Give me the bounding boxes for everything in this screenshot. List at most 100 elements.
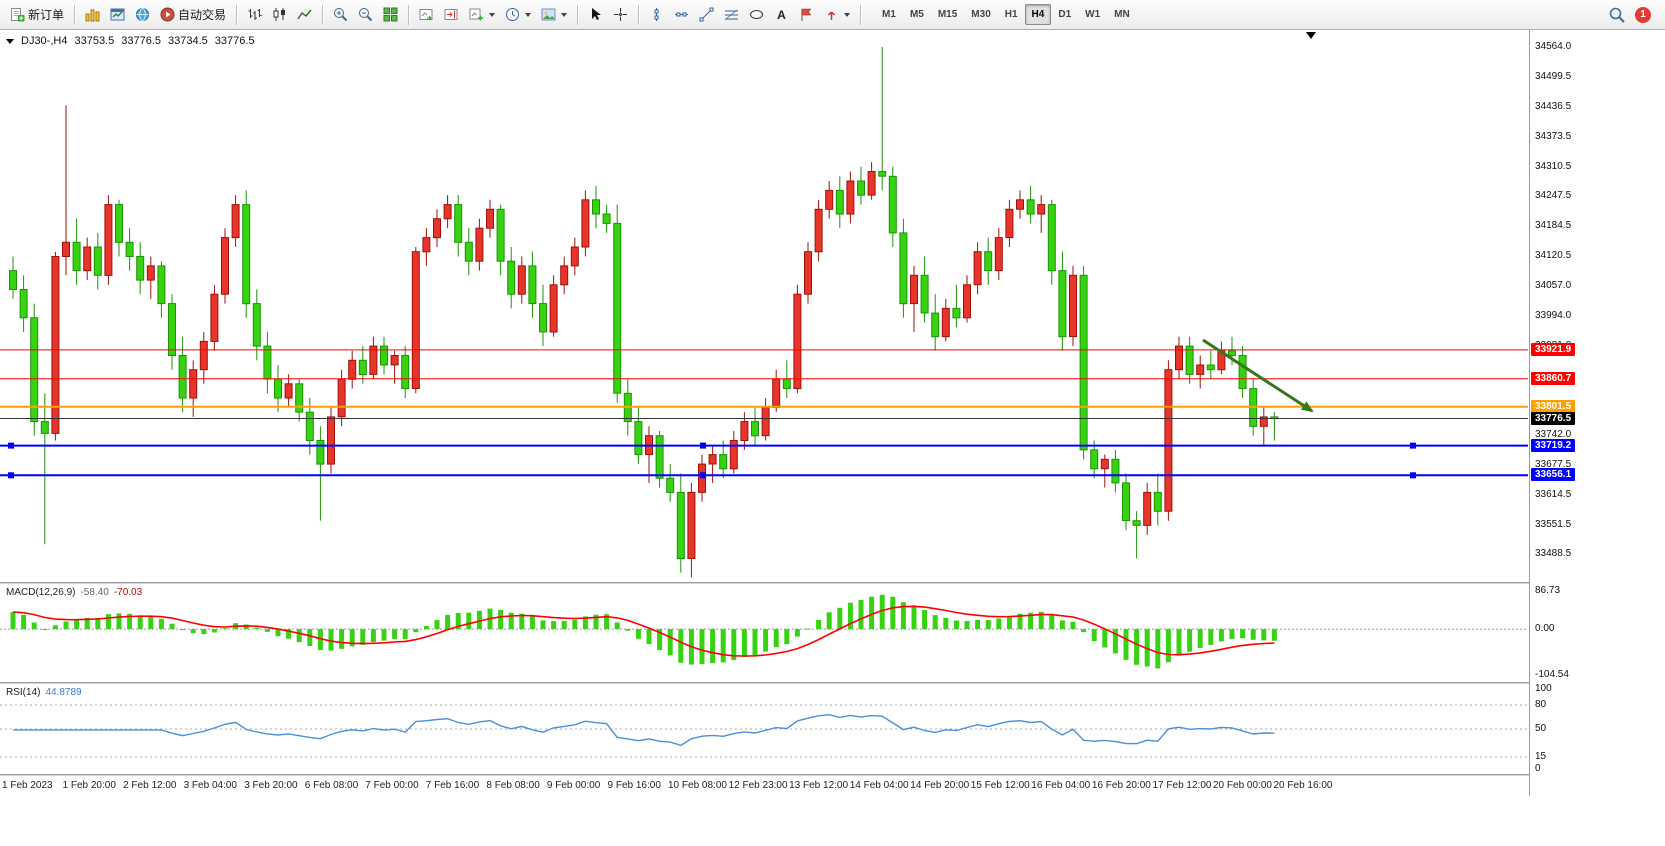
candle-body [740, 421, 749, 442]
market-watch-button[interactable] [106, 2, 129, 28]
new-chart-icon [469, 8, 484, 21]
macd-histogram-bar [148, 616, 154, 630]
candle-body [1259, 416, 1268, 427]
price-axis-label: 34564.0 [1535, 41, 1572, 52]
zoom-in-button[interactable] [329, 2, 352, 28]
new-order-button[interactable]: 新订单 [6, 2, 68, 28]
rsi-indicator-chart[interactable] [0, 684, 1528, 774]
candle-body [327, 416, 335, 465]
trendline-tool-button[interactable] [695, 2, 718, 28]
line-handle[interactable] [1410, 442, 1416, 449]
time-label: 3 Feb 20:00 [244, 780, 298, 791]
candle-body [390, 355, 399, 366]
chart-shift-button[interactable] [440, 2, 463, 28]
panel-splitter[interactable] [0, 774, 1665, 776]
candle-body [443, 204, 452, 220]
candle-body [199, 340, 208, 371]
timeframe-button-h1[interactable]: H1 [1004, 9, 1018, 20]
time-axis[interactable]: 1 Feb 2023 1 Feb 20:00 2 Feb 12:00 3 Feb 04… [0, 776, 1529, 796]
macd-signal-value: -70.03 [113, 587, 143, 598]
cursor-tool-button[interactable] [584, 2, 607, 28]
horizontal-line-tool-button[interactable] [670, 2, 693, 28]
macd-histogram-bar [434, 620, 440, 630]
expand-trade-panel-icon[interactable] [6, 38, 14, 44]
vertical-line-tool-button[interactable] [645, 2, 668, 28]
panel-splitter[interactable] [0, 582, 1665, 584]
candle-body [910, 274, 918, 305]
panel-splitter[interactable] [0, 682, 1665, 684]
timeframe-button-mn[interactable]: MN [1114, 9, 1130, 20]
charts-button[interactable] [81, 2, 104, 28]
timeframe-button-m15[interactable]: M15 [937, 9, 958, 20]
line-chart-mode-button[interactable] [293, 2, 316, 28]
candle-body [708, 454, 717, 465]
toolbar-separator [236, 4, 238, 25]
notification-badge[interactable]: 1 [1635, 6, 1651, 23]
candle-body [1164, 369, 1173, 512]
auto-trading-label: 自动交易 [178, 8, 227, 22]
macd-histogram-bar [1017, 613, 1023, 630]
crosshair-tool-button[interactable] [609, 2, 632, 28]
price-axis-label: 34057.0 [1535, 280, 1572, 292]
arrows-tool-button[interactable] [820, 2, 854, 28]
candle-body [1143, 491, 1152, 526]
tile-windows-button[interactable] [379, 2, 402, 28]
line-handle[interactable] [1410, 472, 1416, 479]
label-tool-button[interactable] [795, 2, 818, 28]
candle-body [210, 293, 219, 342]
templates-button[interactable] [537, 2, 571, 28]
line-handle[interactable] [700, 442, 706, 449]
macd-histogram-bar [1250, 629, 1256, 640]
timeframe-button-m30[interactable]: M30 [971, 9, 991, 20]
candle-body [613, 222, 622, 394]
periods-button[interactable] [501, 2, 535, 28]
macd-histogram-bar [222, 628, 228, 630]
trendline-icon [699, 7, 714, 22]
horizontal-line-icon [675, 12, 689, 17]
time-label: 20 Feb 16:00 [1273, 780, 1333, 791]
main-price-chart[interactable] [0, 30, 1528, 582]
candle-body [666, 477, 675, 493]
fibonacci-tool-button[interactable] [720, 2, 743, 28]
auto-scroll-button[interactable] [415, 2, 438, 28]
macd-histogram-bar [508, 612, 514, 630]
candle-body [242, 204, 251, 305]
shapes-tool-button[interactable] [745, 2, 768, 28]
timeframe-button-m5[interactable]: M5 [909, 9, 924, 20]
bar-chart-mode-button[interactable] [243, 2, 266, 28]
candle-body [761, 406, 770, 437]
candle-body [83, 246, 92, 272]
macd-main-value: -58.40 [80, 587, 109, 598]
timeframe-button-h4[interactable]: H4 [1024, 4, 1052, 25]
macd-histogram-bar [275, 629, 281, 637]
candle-body [888, 175, 897, 234]
web-terminal-button[interactable] [131, 2, 154, 28]
time-label: 3 Feb 04:00 [183, 780, 237, 791]
candle-body [221, 237, 229, 295]
timeframe-button-d1[interactable]: D1 [1058, 9, 1072, 20]
line-handle[interactable] [700, 472, 706, 479]
macd-histogram-bar [1261, 629, 1267, 641]
line-handle[interactable] [8, 442, 14, 449]
rsi-label: RSI(14) 44.8789 [6, 687, 82, 698]
chevron-down-icon [561, 12, 568, 17]
macd-indicator-chart[interactable] [0, 584, 1528, 682]
candle-body [814, 208, 823, 253]
text-tool-button[interactable]: A [770, 2, 793, 28]
auto-trading-button[interactable]: 自动交易 [156, 2, 230, 28]
search-button[interactable] [1605, 2, 1629, 28]
annotation-arrow[interactable] [1202, 338, 1314, 413]
zoom-out-button[interactable] [354, 2, 377, 28]
macd-histogram-bar [794, 629, 800, 637]
time-label: 14 Feb 20:00 [910, 780, 970, 791]
timeframe-button-m1[interactable]: M1 [882, 9, 896, 20]
new-chart-button[interactable] [465, 2, 499, 28]
candle-body [793, 293, 802, 390]
price-axis[interactable]: 34564.0 34499.5 34436.5 34373.5 34310.5 34247… [1529, 30, 1665, 796]
timeframe-button-w1[interactable]: W1 [1085, 9, 1101, 20]
macd-histogram-bar [1218, 629, 1224, 642]
candlestick-mode-button[interactable] [268, 2, 291, 28]
line-handle[interactable] [8, 472, 14, 479]
chart-shift-marker-icon[interactable] [1306, 32, 1316, 39]
price-axis-label: 34120.5 [1535, 250, 1572, 262]
